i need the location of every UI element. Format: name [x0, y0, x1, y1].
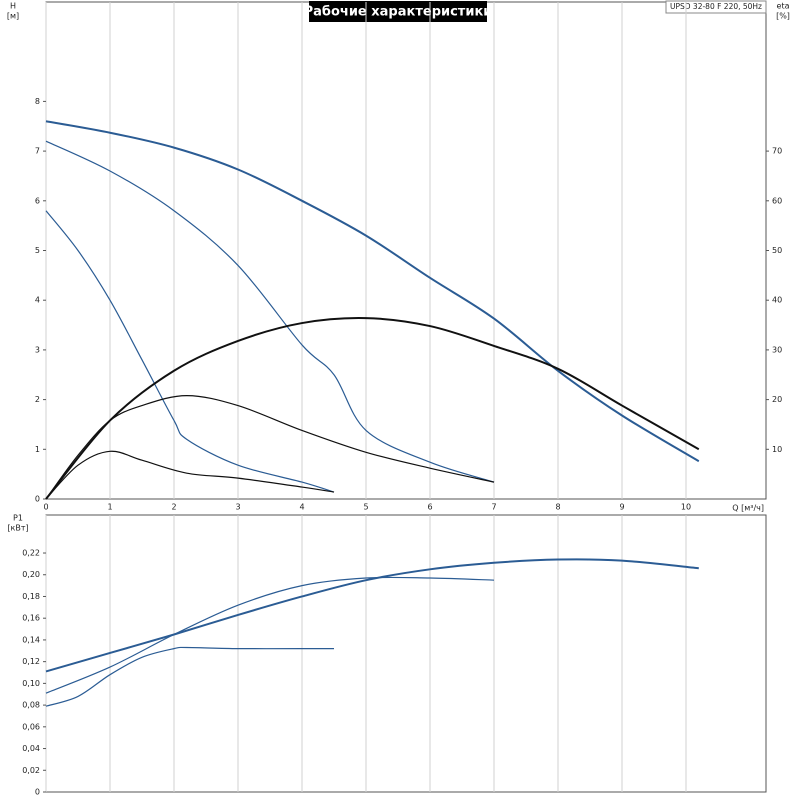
- x-tick-label: 3: [235, 503, 240, 512]
- y-unit: [м]: [7, 12, 19, 21]
- x-label: Q [м³/ч]: [732, 504, 764, 513]
- y-tick-label: 0,22: [22, 549, 40, 558]
- y-tick-label: 0,16: [22, 614, 40, 623]
- x-tick-label: 7: [491, 503, 496, 512]
- curve: [45, 646, 334, 707]
- top-plot-frame: [45, 1, 767, 500]
- y2-tick-label: 60: [772, 196, 782, 205]
- y-tick-label: 0,08: [22, 701, 40, 710]
- x-tick-label: 2: [171, 503, 176, 512]
- y-unit: [кВт]: [7, 524, 28, 533]
- y-tick-label: 0,02: [22, 766, 40, 775]
- y-label: P1: [13, 514, 23, 523]
- y-tick-label: 0,12: [22, 657, 40, 666]
- curve: [45, 576, 495, 694]
- y2-tick-label: 50: [772, 246, 782, 255]
- curve: [45, 210, 335, 493]
- curve: [45, 450, 335, 500]
- y-tick-label: 0,10: [22, 679, 40, 688]
- y-tick-label: 0,18: [22, 592, 40, 601]
- y2-tick-label: 20: [772, 395, 782, 404]
- y-tick-label: 0,20: [22, 570, 40, 579]
- title-box: [309, 1, 487, 22]
- y2-tick-label: 70: [772, 147, 782, 156]
- y2-tick-label: 40: [772, 296, 782, 305]
- chart-title: Рабочие характеристики: [304, 5, 493, 20]
- y-tick-label: 6: [35, 196, 40, 205]
- y2-unit: [%]: [776, 12, 790, 21]
- y-tick-label: 2: [35, 395, 40, 404]
- y-tick-label: 5: [35, 246, 40, 255]
- curve: [45, 120, 700, 463]
- y2-tick-label: 10: [772, 445, 782, 454]
- y-tick-label: 0,14: [22, 635, 40, 644]
- y-tick-label: 0: [35, 788, 40, 797]
- y-tick-label: 7: [35, 147, 40, 156]
- y-tick-label: 8: [35, 97, 40, 106]
- y-tick-label: 1: [35, 445, 40, 454]
- curve: [45, 317, 700, 500]
- curve: [45, 395, 495, 500]
- y2-label: eta: [777, 2, 790, 11]
- x-tick-label: 8: [555, 503, 560, 512]
- curve: [45, 140, 495, 483]
- y-tick-label: 0: [35, 495, 40, 504]
- x-tick-label: 6: [427, 503, 432, 512]
- x-tick-label: 4: [299, 503, 304, 512]
- x-tick-label: 0: [43, 503, 48, 512]
- y2-tick-label: 30: [772, 345, 782, 354]
- x-tick-label: 1: [107, 503, 112, 512]
- y-tick-label: 0,04: [22, 744, 40, 753]
- x-tick-label: 9: [619, 503, 624, 512]
- y-label: H: [10, 2, 16, 11]
- curve: [45, 558, 699, 673]
- x-tick-label: 5: [363, 503, 368, 512]
- model-box: [665, 0, 767, 14]
- y-tick-label: 0,06: [22, 722, 40, 731]
- model-label: UPSD 32-80 F 220, 50Hz: [670, 2, 762, 11]
- y-tick-label: 4: [35, 296, 40, 305]
- x-tick-label: 10: [681, 503, 691, 512]
- y-tick-label: 3: [35, 345, 40, 354]
